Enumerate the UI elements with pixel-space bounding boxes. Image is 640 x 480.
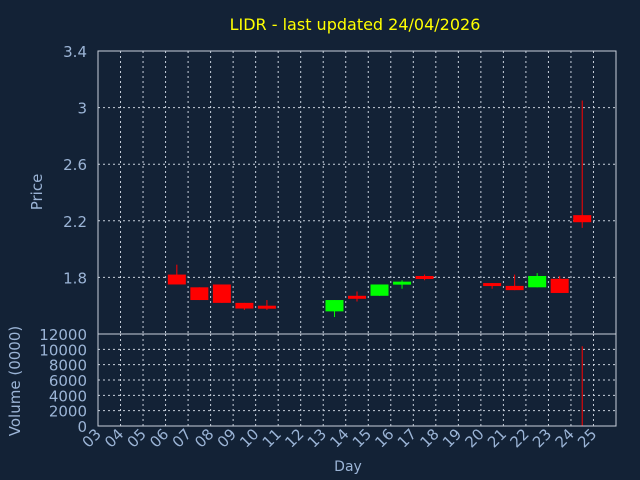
volume-tick-label: 12000 bbox=[39, 326, 87, 344]
candle-body-21 bbox=[505, 285, 524, 291]
candle-body-23 bbox=[550, 278, 569, 293]
candle-body-13 bbox=[325, 300, 344, 312]
candle-body-16 bbox=[393, 281, 412, 285]
candle-body-24 bbox=[573, 215, 592, 223]
candle-body-08 bbox=[212, 284, 231, 303]
price-tick-label: 2.2 bbox=[63, 213, 87, 231]
candle-body-09 bbox=[235, 302, 254, 309]
volume-tick-label: 0 bbox=[77, 418, 87, 436]
volume-tick-label: 4000 bbox=[49, 387, 87, 405]
price-tick-label: 3.4 bbox=[63, 43, 87, 61]
volume-tick-label: 2000 bbox=[49, 403, 87, 421]
volume-tick-label: 10000 bbox=[39, 341, 87, 359]
volume-tick-label: 8000 bbox=[49, 357, 87, 375]
price-candles bbox=[167, 100, 592, 318]
volume-panel-frame bbox=[97, 333, 617, 427]
price-tick-label: 1.8 bbox=[63, 269, 87, 287]
price-axis-label: Price bbox=[28, 174, 46, 211]
candle-body-20 bbox=[483, 283, 502, 287]
chart-title: LIDR - last updated 24/04/2026 bbox=[230, 15, 481, 34]
price-grid bbox=[98, 50, 616, 334]
candle-body-22 bbox=[528, 275, 547, 288]
price-tick-label: 2.6 bbox=[63, 156, 87, 174]
volume-tick-label: 6000 bbox=[49, 372, 87, 390]
volume-grid bbox=[98, 334, 616, 426]
volume-axis-label: Volume (0000) bbox=[6, 326, 24, 436]
x-axis-label: Day bbox=[334, 459, 362, 475]
price-tick-label: 3 bbox=[77, 100, 87, 118]
candle-body-07 bbox=[190, 287, 209, 301]
candle-body-17 bbox=[415, 275, 434, 279]
candle-body-15 bbox=[370, 284, 389, 296]
candle-body-06 bbox=[167, 274, 186, 285]
candle-body-10 bbox=[257, 305, 276, 309]
candle-body-14 bbox=[348, 295, 366, 299]
